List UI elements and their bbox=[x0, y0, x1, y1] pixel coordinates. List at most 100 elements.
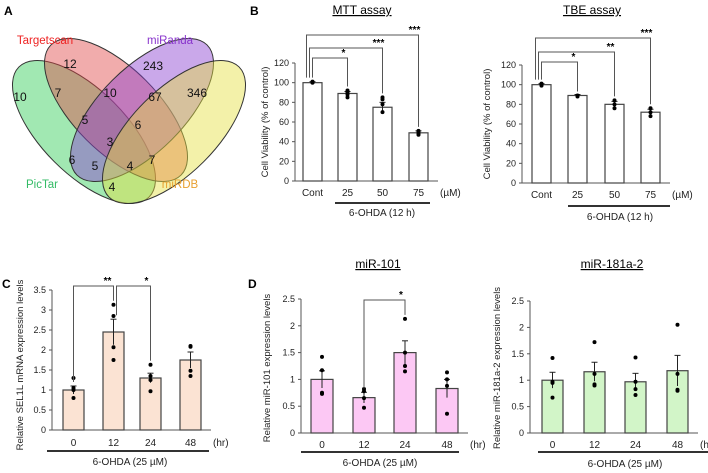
bar bbox=[302, 82, 323, 182]
y-tick-label: 2.5 bbox=[282, 294, 295, 304]
data-point bbox=[188, 368, 193, 373]
significance-bracket bbox=[541, 61, 578, 92]
data-point bbox=[111, 345, 116, 350]
data-point bbox=[648, 114, 653, 119]
significance-marker: *** bbox=[373, 38, 385, 49]
data-point bbox=[592, 340, 597, 345]
treatment-label: 6-OHDA (25 µM) bbox=[588, 459, 663, 470]
venn-set-miranda bbox=[69, 37, 215, 183]
data-point bbox=[675, 371, 680, 376]
y-tick-label: 3 bbox=[41, 305, 46, 315]
significance-bracket bbox=[535, 37, 651, 105]
x-tick-label: 0 bbox=[71, 438, 77, 449]
data-point bbox=[111, 314, 116, 318]
data-point bbox=[403, 350, 407, 355]
data-point bbox=[592, 371, 597, 376]
y-axis-label: Relative SEL1L mRNA expression levels bbox=[15, 279, 26, 450]
y-tick-label: 1 bbox=[290, 374, 295, 384]
data-point bbox=[320, 391, 324, 396]
x-tick-label: 0 bbox=[319, 440, 325, 451]
venn-set-label: Targetscan bbox=[17, 35, 73, 47]
x-unit-label: (µM) bbox=[672, 190, 693, 201]
venn-region-count: 3 bbox=[107, 135, 114, 149]
venn-set-label: PicTar bbox=[26, 179, 58, 191]
y-axis-label: Cell Viability (% of control) bbox=[260, 67, 271, 178]
data-point bbox=[445, 370, 449, 375]
bar bbox=[531, 84, 552, 184]
data-point bbox=[111, 358, 116, 362]
y-tick-label: 80 bbox=[506, 99, 516, 109]
data-point bbox=[575, 94, 580, 99]
venn-region-count: 10 bbox=[103, 86, 117, 100]
venn-region-count: 6 bbox=[135, 118, 142, 132]
venn-set-label: miRanda bbox=[147, 35, 194, 47]
data-point bbox=[633, 355, 638, 360]
y-tick-label: 2.5 bbox=[511, 296, 524, 306]
y-tick-label: 0 bbox=[519, 428, 524, 438]
data-point bbox=[320, 368, 324, 373]
x-tick-label: 24 bbox=[145, 438, 157, 449]
chart-mir101: miR-101 Relative miR-101 expression level… bbox=[262, 257, 486, 469]
data-point bbox=[380, 110, 385, 115]
data-point bbox=[310, 80, 315, 85]
significance-marker: * bbox=[145, 276, 149, 287]
treatment-label: 6-OHDA (25 µM) bbox=[93, 457, 168, 468]
data-point bbox=[550, 356, 555, 361]
x-unit-label: (hr) bbox=[470, 440, 486, 451]
x-tick-label: 48 bbox=[441, 440, 453, 451]
y-tick-label: 1 bbox=[41, 385, 46, 395]
bar bbox=[604, 103, 625, 184]
data-point bbox=[188, 374, 193, 378]
significance-marker: * bbox=[572, 52, 576, 63]
venn-region-count: 5 bbox=[82, 113, 89, 127]
y-tick-label: 0 bbox=[284, 176, 289, 186]
venn-region-count: 243 bbox=[143, 59, 163, 73]
venn-region-count: 12 bbox=[63, 57, 77, 71]
x-tick-label: 50 bbox=[609, 190, 621, 201]
chart-title: miR-181a-2 bbox=[581, 257, 644, 271]
x-tick-label: 25 bbox=[342, 188, 354, 199]
y-axis-label: Relative miR-101 expression levels bbox=[262, 294, 273, 443]
data-point bbox=[362, 405, 366, 410]
data-point bbox=[403, 316, 407, 321]
treatment-label: 6-OHDA (12 h) bbox=[587, 212, 653, 223]
y-tick-label: 100 bbox=[274, 78, 289, 88]
significance-bracket bbox=[538, 51, 615, 97]
data-point bbox=[445, 383, 449, 388]
y-tick-label: 0.5 bbox=[511, 402, 524, 412]
data-point bbox=[539, 83, 544, 88]
data-point bbox=[320, 354, 324, 359]
data-point bbox=[148, 378, 153, 382]
y-tick-label: 100 bbox=[501, 80, 516, 90]
data-point bbox=[188, 344, 193, 349]
significance-bracket bbox=[116, 285, 151, 361]
y-tick-label: 120 bbox=[274, 58, 289, 68]
x-tick-label: 12 bbox=[589, 440, 601, 451]
data-point bbox=[675, 322, 680, 327]
chart-title: miR-101 bbox=[355, 257, 401, 271]
chart-mtt: MTT assay Cell Viability (% of control) 0 2… bbox=[260, 3, 461, 219]
y-tick-label: 120 bbox=[501, 60, 516, 70]
bar bbox=[372, 106, 393, 182]
bar bbox=[408, 132, 429, 182]
data-point bbox=[648, 110, 653, 115]
y-tick-label: 0.5 bbox=[33, 405, 46, 415]
data-point bbox=[550, 395, 555, 400]
bar bbox=[337, 92, 358, 182]
treatment-label: 6-OHDA (25 µM) bbox=[343, 458, 418, 469]
venn-region-count: 67 bbox=[148, 90, 162, 104]
data-point bbox=[612, 106, 617, 111]
y-tick-label: 0.5 bbox=[282, 401, 295, 411]
x-tick-label: Cont bbox=[531, 190, 552, 201]
x-tick-label: 25 bbox=[572, 190, 584, 201]
data-point bbox=[403, 369, 407, 374]
y-tick-label: 40 bbox=[506, 139, 516, 149]
significance-marker: * bbox=[342, 48, 346, 59]
data-point bbox=[612, 102, 617, 107]
y-tick-label: 1.5 bbox=[282, 348, 295, 358]
data-point bbox=[71, 396, 76, 400]
treatment-label: 6-OHDA (12 h) bbox=[349, 208, 415, 219]
y-axis-label: Cell Viability (% of control) bbox=[482, 69, 493, 180]
